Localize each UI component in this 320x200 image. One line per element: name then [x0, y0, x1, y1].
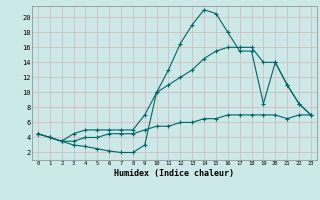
- X-axis label: Humidex (Indice chaleur): Humidex (Indice chaleur): [115, 169, 234, 178]
